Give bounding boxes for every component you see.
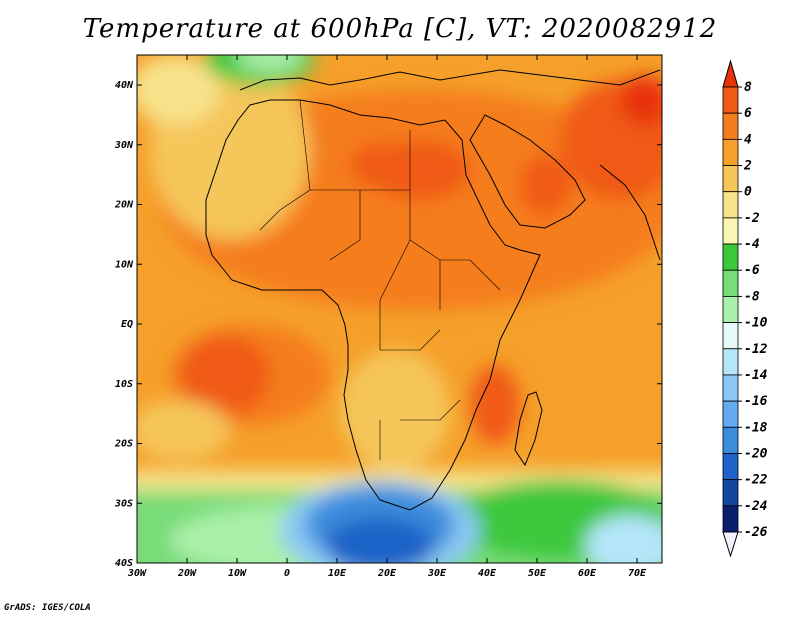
lon-label: 20E <box>377 568 397 579</box>
colorbar-swatch <box>722 400 739 428</box>
lat-label: 20S <box>114 439 133 450</box>
colorbar-label: -8 <box>744 289 760 304</box>
lon-label: 10E <box>328 568 347 579</box>
colorbar-min-arrow <box>722 531 739 558</box>
colorbar-swatch <box>722 112 739 140</box>
lat-label: 10N <box>115 259 134 270</box>
country-borders <box>259 99 501 460</box>
madagascar-coastline <box>514 391 543 467</box>
colorbar-label: 2 <box>743 159 752 174</box>
colorbar-swatch <box>722 374 739 402</box>
colorbar-label: -2 <box>744 211 760 226</box>
temperature-field <box>137 55 662 563</box>
colorbar-swatch <box>722 348 739 376</box>
arabia-coastline <box>469 114 586 229</box>
lon-label: 70E <box>628 568 647 579</box>
europe-coastline <box>239 69 661 91</box>
colorbar-label: 8 <box>744 80 752 95</box>
colorbar-swatch <box>722 165 739 193</box>
longitude-axis: 30W 20W 10W 0 10E 20E 30E 40E 50E 60E 70E <box>127 55 647 579</box>
colorbar-label: -18 <box>744 420 768 435</box>
lon-label: 50E <box>528 568 547 579</box>
lon-label: 10W <box>228 568 247 579</box>
colorbar-label: -6 <box>744 263 760 278</box>
lon-label: 30W <box>127 568 147 579</box>
colorbar-swatch <box>722 479 739 507</box>
map-figure: 40N 30N 20N 10N EQ 10S 20S 30S 40S 30W 20W 10W 0 10E… <box>114 54 768 579</box>
lon-label: 20W <box>177 568 197 579</box>
lat-label: EQ <box>121 319 133 330</box>
colorbar-swatch <box>722 296 739 323</box>
colorbar-swatch <box>722 86 739 114</box>
coastlines <box>205 69 661 511</box>
lat-label: 40N <box>115 80 134 91</box>
colorbar-label: -22 <box>744 473 768 488</box>
colorbar-label: -4 <box>744 237 760 252</box>
colorbar-label: -24 <box>744 499 768 514</box>
colorbar-swatch <box>722 269 739 297</box>
colorbar-label: 4 <box>744 132 752 147</box>
grads-credit: GrADS: IGES/COLA <box>4 603 91 613</box>
colorbar-label: -12 <box>744 342 768 357</box>
colorbar-swatch <box>722 217 739 245</box>
colorbar: 8 6 4 2 0 -2 -4 -6 -8 -10 -12 -14 -16 -18 -20 -22 -24 -26 <box>722 59 768 558</box>
lat-label: 30S <box>114 498 133 509</box>
colorbar-swatch <box>722 138 739 166</box>
colorbar-label: -20 <box>744 446 768 461</box>
colorbar-label: -10 <box>744 316 768 331</box>
lat-label: 10S <box>115 379 133 390</box>
colorbar-swatch <box>722 243 739 271</box>
colorbar-label: 0 <box>744 185 752 200</box>
colorbar-swatch <box>722 191 739 219</box>
colorbar-label: -16 <box>744 394 768 409</box>
colorbar-label: -26 <box>744 525 768 540</box>
colorbar-swatch <box>722 426 739 454</box>
africa-coastline <box>205 99 541 511</box>
lat-label: 20N <box>114 200 134 211</box>
colorbar-swatch <box>722 322 739 350</box>
colorbar-swatch <box>722 505 739 533</box>
lat-label: 30N <box>114 140 134 151</box>
map-frame <box>136 54 663 564</box>
india-coastline <box>599 164 661 261</box>
colorbar-max-arrow <box>722 59 739 88</box>
colorbar-swatch <box>722 453 739 481</box>
colorbar-label: -14 <box>744 368 768 383</box>
lon-label: 0 <box>284 568 290 579</box>
colorbar-label: 6 <box>744 106 752 121</box>
lat-label: 40S <box>115 558 133 569</box>
latitude-axis: 40N 30N 20N 10N EQ 10S 20S 30S 40S <box>114 80 662 569</box>
map-title: Temperature at 600hPa [C], VT: 202008291… <box>82 14 718 44</box>
lon-label: 30E <box>427 568 447 579</box>
lon-label: 60E <box>578 568 597 579</box>
lon-label: 40E <box>478 568 497 579</box>
